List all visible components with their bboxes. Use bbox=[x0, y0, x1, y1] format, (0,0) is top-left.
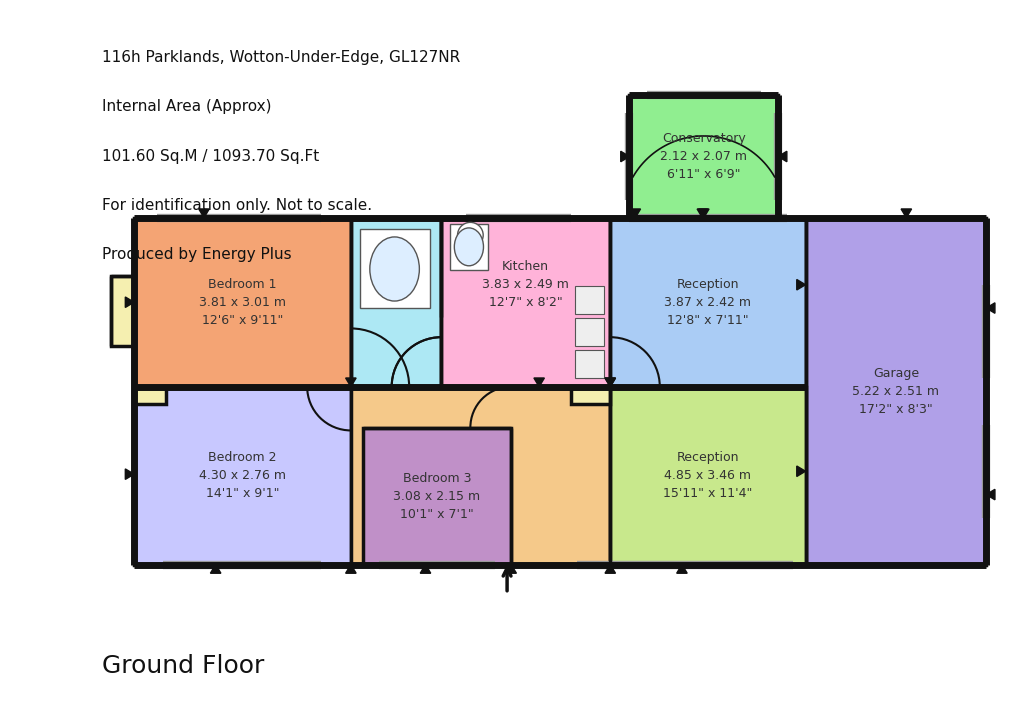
Polygon shape bbox=[900, 209, 911, 218]
Text: Conservatory
2.12 x 2.07 m
6'11" x 6'9": Conservatory 2.12 x 2.07 m 6'11" x 6'9" bbox=[659, 132, 747, 181]
Polygon shape bbox=[696, 209, 707, 218]
Polygon shape bbox=[210, 565, 221, 573]
Bar bbox=[111, 276, 133, 346]
Polygon shape bbox=[199, 209, 209, 218]
Text: Bedroom 1
3.81 x 3.01 m
12'6" x 9'11": Bedroom 1 3.81 x 3.01 m 12'6" x 9'11" bbox=[199, 278, 285, 327]
Polygon shape bbox=[533, 378, 544, 386]
Polygon shape bbox=[345, 378, 356, 386]
Text: Bedroom 2
4.30 x 2.76 m
14'1" x 9'1": Bedroom 2 4.30 x 2.76 m 14'1" x 9'1" bbox=[199, 451, 285, 500]
Polygon shape bbox=[621, 151, 629, 162]
Bar bbox=[609, 218, 805, 386]
Bar bbox=[575, 350, 604, 378]
Polygon shape bbox=[125, 469, 133, 479]
Text: Kitchen
3.83 x 2.49 m
12'7" x 8'2": Kitchen 3.83 x 2.49 m 12'7" x 8'2" bbox=[482, 260, 569, 309]
Polygon shape bbox=[796, 280, 805, 290]
Bar bbox=[360, 229, 429, 308]
Bar bbox=[575, 318, 604, 346]
Bar bbox=[449, 224, 487, 270]
Bar bbox=[575, 286, 604, 314]
Text: Bedroom 3
3.08 x 2.15 m
10'1" x 7'1": Bedroom 3 3.08 x 2.15 m 10'1" x 7'1" bbox=[393, 472, 480, 521]
Polygon shape bbox=[985, 490, 994, 500]
Text: Garage
5.22 x 2.51 m
17'2" x 8'3": Garage 5.22 x 2.51 m 17'2" x 8'3" bbox=[852, 366, 938, 415]
Bar bbox=[351, 386, 609, 565]
Polygon shape bbox=[604, 378, 614, 386]
Polygon shape bbox=[345, 565, 356, 573]
Text: Internal Area (Approx): Internal Area (Approx) bbox=[102, 99, 271, 115]
Text: 116h Parklands, Wotton-Under-Edge, GL127NR: 116h Parklands, Wotton-Under-Edge, GL127… bbox=[102, 50, 460, 66]
Text: Reception
3.87 x 2.42 m
12'8" x 7'11": Reception 3.87 x 2.42 m 12'8" x 7'11" bbox=[663, 278, 751, 327]
Text: Reception
4.85 x 3.46 m
15'11" x 11'4": Reception 4.85 x 3.46 m 15'11" x 11'4" bbox=[662, 451, 752, 500]
Bar bbox=[351, 218, 441, 386]
Polygon shape bbox=[505, 565, 516, 573]
Polygon shape bbox=[420, 565, 430, 573]
Polygon shape bbox=[630, 209, 640, 218]
Polygon shape bbox=[985, 303, 994, 314]
Circle shape bbox=[458, 222, 483, 248]
Bar bbox=[133, 386, 351, 565]
Bar bbox=[441, 218, 609, 386]
Bar bbox=[133, 386, 166, 404]
Polygon shape bbox=[604, 378, 614, 386]
Text: Produced by Energy Plus: Produced by Energy Plus bbox=[102, 247, 291, 262]
Bar bbox=[571, 386, 609, 404]
Polygon shape bbox=[796, 466, 805, 477]
Bar bbox=[805, 218, 985, 565]
Bar bbox=[362, 428, 511, 565]
Polygon shape bbox=[676, 565, 687, 573]
Text: For identification only. Not to scale.: For identification only. Not to scale. bbox=[102, 198, 372, 213]
Polygon shape bbox=[125, 297, 133, 307]
Text: 101.60 Sq.M / 1093.70 Sq.Ft: 101.60 Sq.M / 1093.70 Sq.Ft bbox=[102, 149, 319, 164]
Ellipse shape bbox=[370, 237, 419, 301]
Polygon shape bbox=[604, 565, 614, 573]
Text: Ground Floor: Ground Floor bbox=[102, 654, 264, 678]
Polygon shape bbox=[777, 151, 786, 162]
Bar bbox=[629, 95, 777, 218]
Ellipse shape bbox=[453, 228, 483, 266]
Polygon shape bbox=[698, 209, 708, 218]
Bar bbox=[133, 218, 351, 386]
Bar bbox=[609, 386, 805, 565]
